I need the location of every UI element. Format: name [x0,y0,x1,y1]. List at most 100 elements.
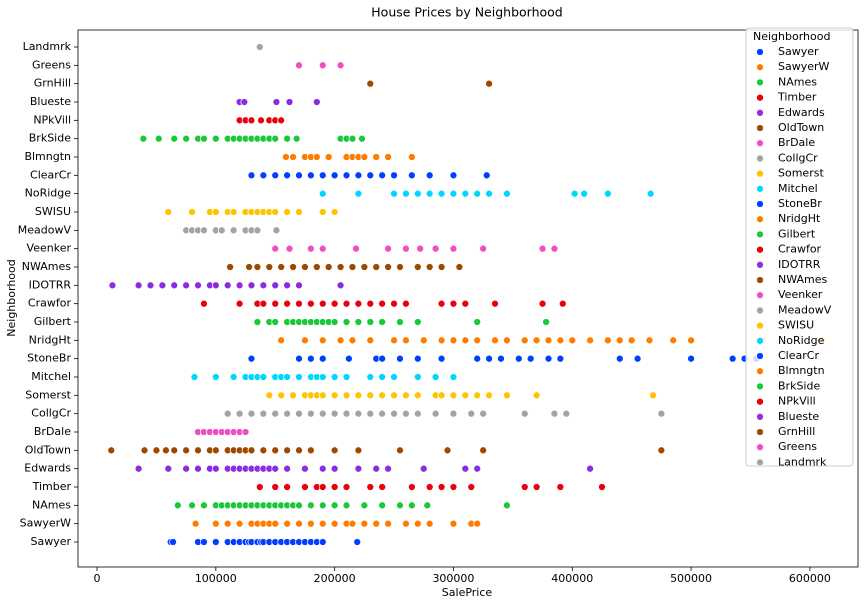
point [586,336,594,345]
y-tick-label: MeadowV [18,223,72,236]
legend-label: Landmrk [778,455,827,468]
y-tick-label: CollgCr [31,407,71,420]
point [473,391,482,400]
legend-label: ClearCr [778,349,819,362]
point [473,464,482,473]
point [473,318,482,326]
point [408,153,416,161]
point [247,354,256,363]
point [384,153,392,161]
point [366,483,375,491]
point [318,208,327,216]
point [235,299,244,308]
point [366,318,375,326]
point [633,354,642,363]
point [390,391,398,400]
point [485,79,493,88]
point [170,281,179,290]
point [182,134,190,143]
point [271,281,280,290]
point [419,336,428,345]
point [669,336,678,345]
point [627,336,636,345]
point [558,299,567,308]
point [235,409,244,418]
point [687,336,695,345]
y-tick-label: ClearCr [30,168,71,181]
point [556,354,565,363]
point [330,208,339,216]
point [431,373,440,381]
point [295,281,303,290]
point [354,171,363,180]
point [295,171,303,180]
legend-marker [756,93,764,102]
y-tick-label: IDOTRR [29,278,72,291]
point [449,391,458,400]
point [318,373,327,381]
point [259,299,268,308]
point [491,336,499,345]
point [604,336,612,345]
point [330,519,339,528]
point [437,354,446,363]
legend-label: Veenker [778,288,823,301]
point [289,391,297,400]
point [413,189,422,198]
point [282,153,290,161]
point [449,244,458,253]
y-tick-label: NAmes [32,498,71,511]
point [265,263,274,271]
point [390,409,398,418]
legend-label: NAmes [778,75,817,88]
point [289,263,297,271]
point [191,519,200,528]
point [366,409,375,418]
point [211,446,220,455]
point [485,189,493,198]
legend-label: NridgHt [778,212,821,225]
point [330,409,339,418]
point [598,483,606,491]
point [645,336,654,345]
point [211,373,220,381]
y-tick-label: BrkSide [29,132,71,145]
point [182,464,190,473]
y-tick-label: Timber [32,480,72,493]
point [255,43,264,51]
legend-label: BrDale [778,136,815,149]
point [354,446,363,455]
point [154,134,163,143]
point [285,244,294,253]
legend-marker [756,336,764,345]
point [378,299,387,308]
legend-marker [756,291,764,300]
point [485,354,493,363]
point [342,409,351,418]
point [277,116,286,125]
legend-marker [756,63,764,72]
point [431,244,440,253]
point [413,354,422,363]
point [247,446,256,455]
legend-title: Neighborhood [753,30,830,43]
point [253,318,262,326]
point [568,336,577,345]
x-tick-label: 200000 [314,572,356,585]
point [336,281,345,290]
point [283,483,291,491]
point [402,336,410,345]
legend-label: Blmngtn [778,364,825,377]
point [449,299,458,308]
point [342,299,351,308]
point [413,409,422,418]
y-tick-label: SawyerW [20,517,72,530]
point [550,244,559,253]
point [342,391,351,400]
point [396,446,404,455]
point [520,483,529,491]
point [307,299,315,308]
point [497,354,505,363]
